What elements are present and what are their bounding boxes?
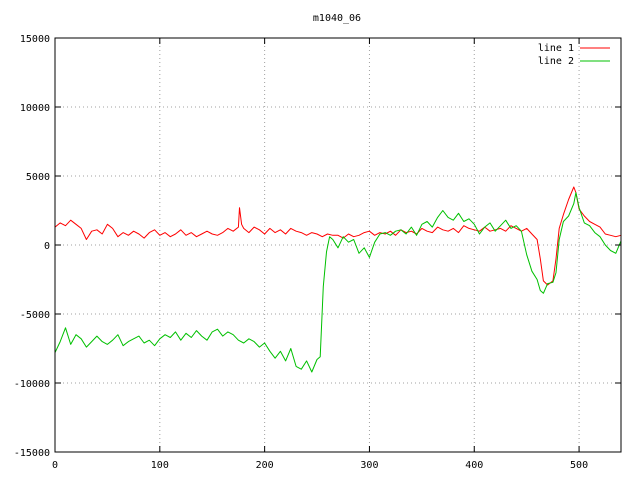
x-tick-label: 0 bbox=[52, 460, 58, 471]
y-tick-label: 0 bbox=[44, 241, 50, 252]
legend-label-2: line 2 bbox=[538, 56, 574, 67]
axis-ticks: 0 100 200 300 400 500 -15000 -10000 -5000 0 5000 10… bbox=[14, 34, 621, 471]
x-tick-label: 400 bbox=[465, 460, 483, 471]
y-tick-label: -5000 bbox=[20, 310, 50, 321]
series-line-2 bbox=[54, 192, 622, 373]
y-tick-label: 15000 bbox=[20, 34, 50, 45]
x-tick-label: 300 bbox=[360, 460, 378, 471]
legend: line 1 line 2 bbox=[538, 43, 610, 67]
y-tick-label: 10000 bbox=[20, 103, 50, 114]
y-tick-label: -10000 bbox=[14, 379, 50, 390]
chart-title: m1040_06 bbox=[313, 13, 361, 24]
x-tick-label: 100 bbox=[151, 460, 169, 471]
legend-label-1: line 1 bbox=[538, 43, 574, 54]
x-tick-label: 200 bbox=[256, 460, 274, 471]
grid bbox=[55, 38, 621, 452]
y-tick-label: -15000 bbox=[14, 448, 50, 459]
series-group bbox=[54, 186, 622, 373]
y-tick-label: 5000 bbox=[26, 172, 50, 183]
x-tick-label: 500 bbox=[570, 460, 588, 471]
series-line-1 bbox=[54, 186, 622, 286]
